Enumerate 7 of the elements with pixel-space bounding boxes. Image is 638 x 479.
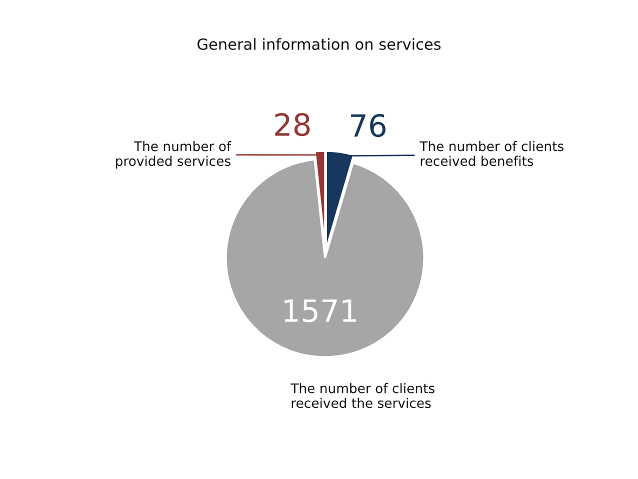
chart-title: General information on services: [198, 38, 441, 50]
data-label: 76: [351, 114, 386, 138]
slice-label: The number of provided services: [116, 141, 232, 169]
data-label: 28: [275, 113, 310, 136]
slice-label: The number of clients received benefits: [420, 141, 564, 166]
data-label: 1571: [284, 300, 356, 322]
slice-label: The number of clients received the services: [290, 383, 434, 408]
